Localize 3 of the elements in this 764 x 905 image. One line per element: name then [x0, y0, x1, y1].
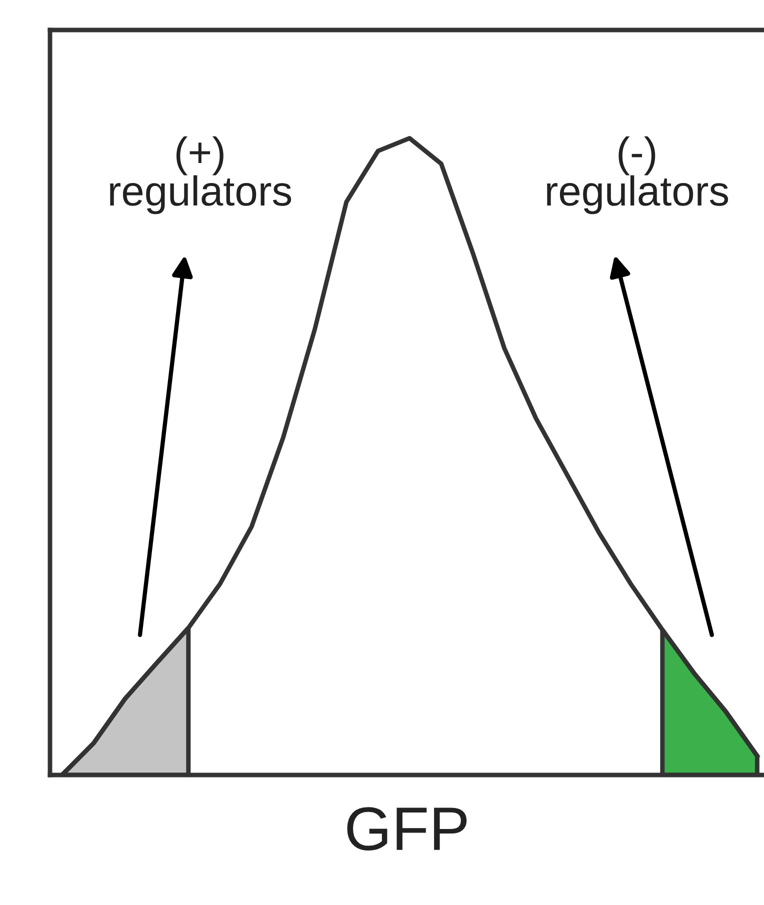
x-axis-title: GFP	[347, 807, 467, 850]
annotation: (-) regulators	[547, 136, 728, 214]
annotation: (+) regulators	[110, 136, 292, 214]
